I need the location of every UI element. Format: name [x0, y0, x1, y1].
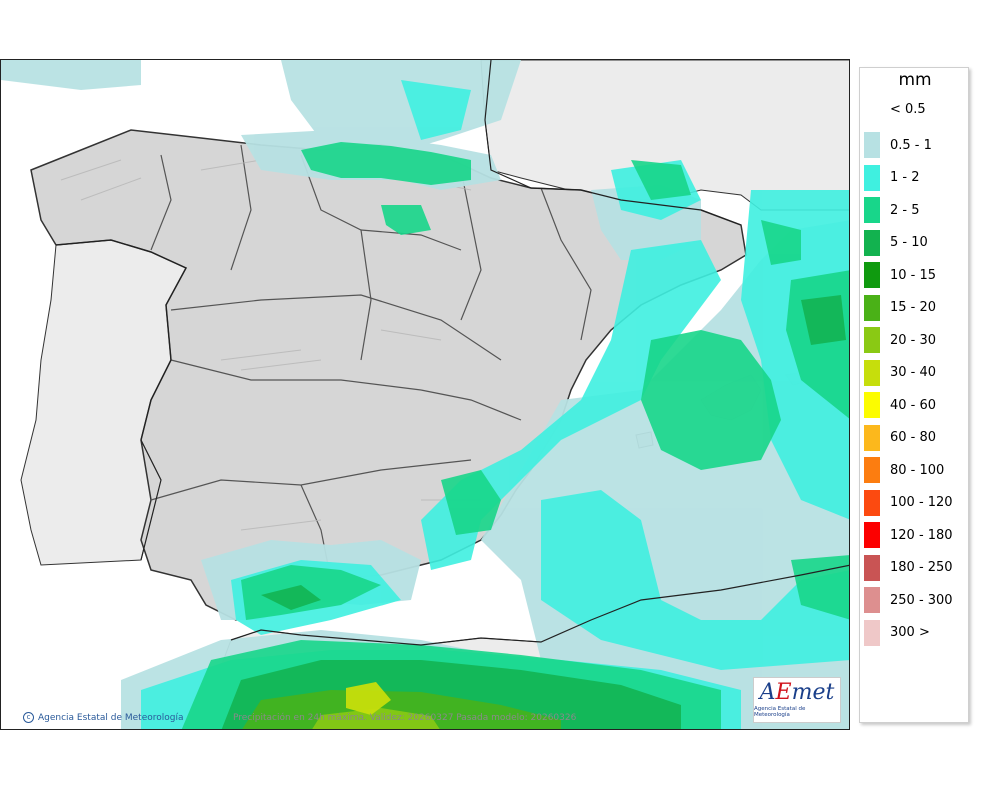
- precip-30-40: [346, 682, 391, 715]
- legend-item: 250 - 300: [864, 584, 953, 617]
- legend-item: 60 - 80: [864, 422, 953, 455]
- legend-label: 10 - 15: [890, 267, 937, 283]
- legend-label: 60 - 80: [890, 430, 937, 446]
- legend-label: 100 - 120: [890, 495, 953, 511]
- legend-swatch: [864, 587, 880, 614]
- legend-label: 20 - 30: [890, 332, 937, 348]
- legend-item: 40 - 60: [864, 389, 953, 422]
- legend-label: 30 - 40: [890, 365, 937, 381]
- legend-item: 5 - 10: [864, 227, 953, 260]
- legend-swatch: [864, 262, 880, 289]
- legend-item: 30 - 40: [864, 357, 953, 390]
- country-borders: [55, 60, 849, 646]
- legend-item: 20 - 30: [864, 324, 953, 357]
- legend-swatch: [864, 359, 880, 386]
- legend-item: 2 - 5: [864, 194, 953, 227]
- aemet-logo: AEmet Agencia Estatal de Meteorología: [753, 677, 841, 723]
- map-caption: Precipitación en 24h máxima. Validez: 20…: [233, 713, 577, 723]
- legend-item: 100 - 120: [864, 487, 953, 520]
- map-credit-text: Agencia Estatal de Meteorología: [38, 712, 184, 723]
- legend-classes: 0.5 - 1 1 - 2 2 - 5 5 - 10 10 - 15 15 - 20 20 …: [864, 129, 953, 649]
- legend-item: 15 - 20: [864, 292, 953, 325]
- legend-swatch: [864, 294, 880, 321]
- map-credit: c Agencia Estatal de Meteorología: [23, 712, 184, 723]
- legend-label: 120 - 180: [890, 527, 953, 543]
- legend-swatch: [864, 197, 880, 224]
- legend-item: 1 - 2: [864, 162, 953, 195]
- legend-item: 0.5 - 1: [864, 129, 953, 162]
- legend-swatch: [864, 489, 880, 516]
- legend-swatch: [864, 522, 880, 549]
- legend-label: 250 - 300: [890, 592, 953, 608]
- aemet-logo-subtitle: Agencia Estatal de Meteorología: [754, 706, 806, 718]
- legend-item: 300 >: [864, 617, 953, 650]
- aemet-wordmark: AEmet: [759, 680, 835, 705]
- relief-shading: [60, 159, 481, 531]
- legend-swatch: [864, 132, 880, 159]
- legend-label: 5 - 10: [890, 235, 928, 251]
- legend-item: 10 - 15: [864, 259, 953, 292]
- legend-item: 120 - 180: [864, 519, 953, 552]
- legend-swatch: [864, 327, 880, 354]
- legend-swatch: [864, 554, 880, 581]
- legend-label: 1 - 2: [890, 170, 920, 186]
- legend-unit: mm: [898, 70, 932, 90]
- region-borders: [150, 144, 592, 581]
- legend-label: 80 - 100: [890, 462, 945, 478]
- copyright-icon: c: [23, 712, 34, 723]
- precip-20-30: [312, 708, 440, 729]
- legend-label: 40 - 60: [890, 397, 937, 413]
- legend-swatch: [864, 424, 880, 451]
- legend-label: 0.5 - 1: [890, 137, 932, 153]
- legend-label: 180 - 250: [890, 560, 953, 576]
- legend-swatch: [864, 457, 880, 484]
- precipitation-map: c Agencia Estatal de Meteorología Precip…: [0, 59, 850, 730]
- legend-swatch: [864, 619, 880, 646]
- legend-label: 2 - 5: [890, 202, 920, 218]
- precipitation-legend: mm < 0.5 0.5 - 1 1 - 2 2 - 5 5 - 10 10 - 15 1…: [859, 67, 969, 723]
- legend-swatch: [864, 392, 880, 419]
- legend-swatch: [864, 229, 880, 256]
- legend-below-min: < 0.5: [890, 102, 926, 117]
- legend-swatch: [864, 164, 880, 191]
- legend-item: 180 - 250: [864, 552, 953, 585]
- legend-label: 300 >: [890, 625, 930, 641]
- legend-label: 15 - 20: [890, 300, 937, 316]
- map-canvas: [1, 60, 849, 729]
- legend-item: 80 - 100: [864, 454, 953, 487]
